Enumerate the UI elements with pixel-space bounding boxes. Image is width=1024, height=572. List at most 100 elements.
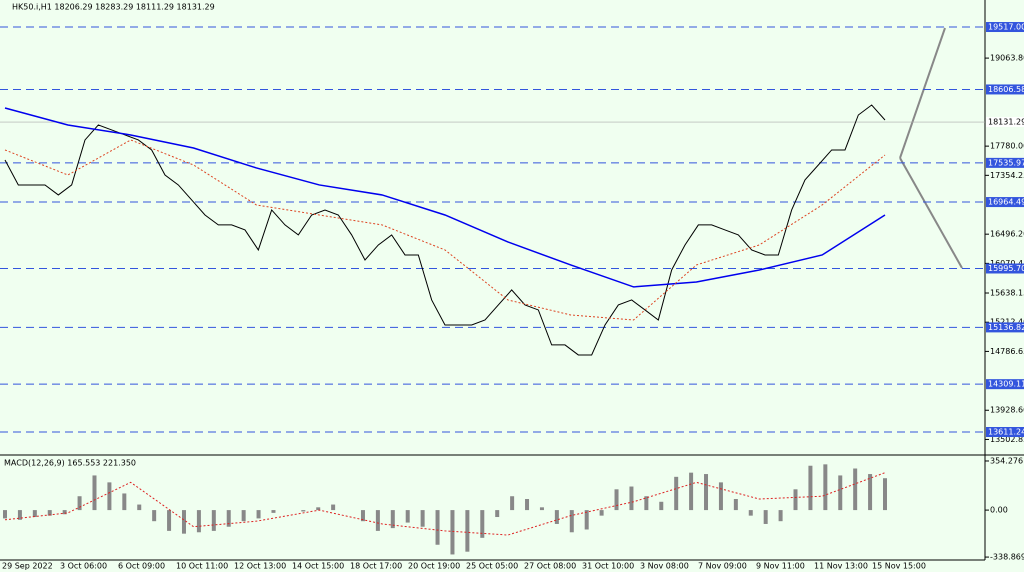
macd-bar <box>17 510 22 520</box>
macd-bar <box>868 474 873 511</box>
level-label: 15136.82 <box>988 323 1024 332</box>
y-tick-label: 354.276 <box>990 456 1023 465</box>
macd-bar <box>480 510 485 538</box>
macd-bar <box>62 510 67 515</box>
macd-bar <box>510 496 515 511</box>
macd-bar <box>674 476 679 511</box>
x-tick-label: 6 Oct 09:00 <box>118 562 165 571</box>
macd-bar <box>181 510 186 534</box>
macd-bar <box>316 507 321 511</box>
macd-bar <box>614 489 619 511</box>
macd-title: MACD(12,26,9) 165.553 221.350 <box>4 459 136 468</box>
macd-bar <box>152 510 157 522</box>
x-tick-label: 10 Oct 11:00 <box>176 562 228 571</box>
level-label-box <box>986 22 1024 33</box>
macd-bar <box>3 510 7 519</box>
level-label: 15995.70 <box>988 264 1024 273</box>
projection-arrow <box>899 27 946 159</box>
macd-bar <box>137 504 142 511</box>
x-tick-label: 12 Oct 13:00 <box>234 562 286 571</box>
level-label-box <box>986 84 1024 95</box>
macd-bar <box>450 510 455 555</box>
macd-bar <box>704 474 709 511</box>
macd-bar <box>226 510 231 527</box>
level-label-box <box>986 322 1024 333</box>
level-label: 13611.24 <box>988 428 1024 437</box>
macd-bar <box>778 510 783 522</box>
x-tick-label: 11 Nov 13:00 <box>814 562 868 571</box>
macd-bar <box>599 510 604 516</box>
macd-bar <box>196 510 201 533</box>
y-tick-label: 13502.85 <box>990 435 1024 444</box>
y-tick-label: 15638.15 <box>990 289 1024 298</box>
macd-bar <box>241 510 246 522</box>
level-label-box <box>986 263 1024 274</box>
macd-bar <box>331 504 336 511</box>
macd-bar <box>301 510 306 512</box>
macd-bar <box>375 510 380 531</box>
macd-bar <box>853 468 858 511</box>
macd-bar <box>211 510 216 531</box>
level-label: 17535.97 <box>988 158 1024 167</box>
macd-bar <box>823 464 828 511</box>
macd-bar <box>659 501 664 511</box>
macd-bar <box>47 510 52 516</box>
level-label: 16964.49 <box>988 198 1024 207</box>
macd-bar <box>360 510 365 522</box>
x-tick-label: 15 Nov 15:00 <box>872 562 926 571</box>
macd-bar <box>539 507 544 511</box>
x-tick-label: 3 Oct 06:00 <box>60 562 107 571</box>
x-tick-label: 27 Oct 08:00 <box>524 562 576 571</box>
x-tick-label: 3 Nov 08:00 <box>640 562 689 571</box>
level-label: 18606.58 <box>988 85 1024 94</box>
macd-bar <box>838 475 843 511</box>
macd-bar <box>554 510 559 524</box>
chart-title: HK50.i,H1 18206.29 18283.29 18111.29 181… <box>12 3 215 12</box>
y-tick-label: 19063.80 <box>990 54 1024 63</box>
macd-bar <box>808 465 813 511</box>
macd-bar <box>644 496 649 511</box>
x-tick-label: 14 Oct 15:00 <box>292 562 344 571</box>
macd-bar <box>256 510 261 519</box>
y-tick-label: 17780.00 <box>990 142 1024 151</box>
macd-bar <box>733 499 738 511</box>
macd-bar <box>92 475 97 511</box>
current-price-label: 18131.29 <box>988 118 1024 127</box>
macd-bar <box>883 478 887 511</box>
level-label-box <box>986 197 1024 208</box>
macd-bar <box>420 510 425 527</box>
macd-bar <box>569 510 574 533</box>
y-tick-label: 16070.45 <box>990 259 1024 268</box>
macd-bar <box>32 510 37 518</box>
macd-bar <box>122 493 127 511</box>
x-tick-label: 25 Oct 05:00 <box>466 562 518 571</box>
macd-bar <box>495 510 500 518</box>
x-tick-label: 7 Nov 09:00 <box>698 562 747 571</box>
macd-bar <box>629 486 634 511</box>
macd-bar <box>77 496 82 511</box>
macd-bar <box>405 510 410 523</box>
macd-bar <box>435 510 440 545</box>
y-tick-label: 14786.65 <box>990 347 1024 356</box>
macd-bar <box>271 510 276 513</box>
price-line <box>4 107 886 288</box>
y-tick-label: 13928.60 <box>990 406 1024 415</box>
projection-arrow <box>899 157 963 269</box>
macd-bar <box>167 510 172 531</box>
price-line <box>4 139 886 321</box>
macd-bar <box>465 510 470 552</box>
y-tick-label: 17354.25 <box>990 171 1024 180</box>
macd-bar <box>584 510 589 530</box>
level-label-box <box>986 157 1024 168</box>
macd-bar <box>107 482 112 511</box>
macd-bar <box>718 482 723 511</box>
x-tick-label: 18 Oct 17:00 <box>350 562 402 571</box>
level-label: 14309.11 <box>988 380 1024 389</box>
y-tick-label: 16496.20 <box>990 230 1024 239</box>
x-tick-label: 31 Oct 10:00 <box>582 562 634 571</box>
y-tick-label: 0.00 <box>990 506 1008 515</box>
y-tick-label: 15212.40 <box>990 318 1024 327</box>
macd-bar <box>525 499 530 511</box>
macd-bar <box>689 472 694 511</box>
